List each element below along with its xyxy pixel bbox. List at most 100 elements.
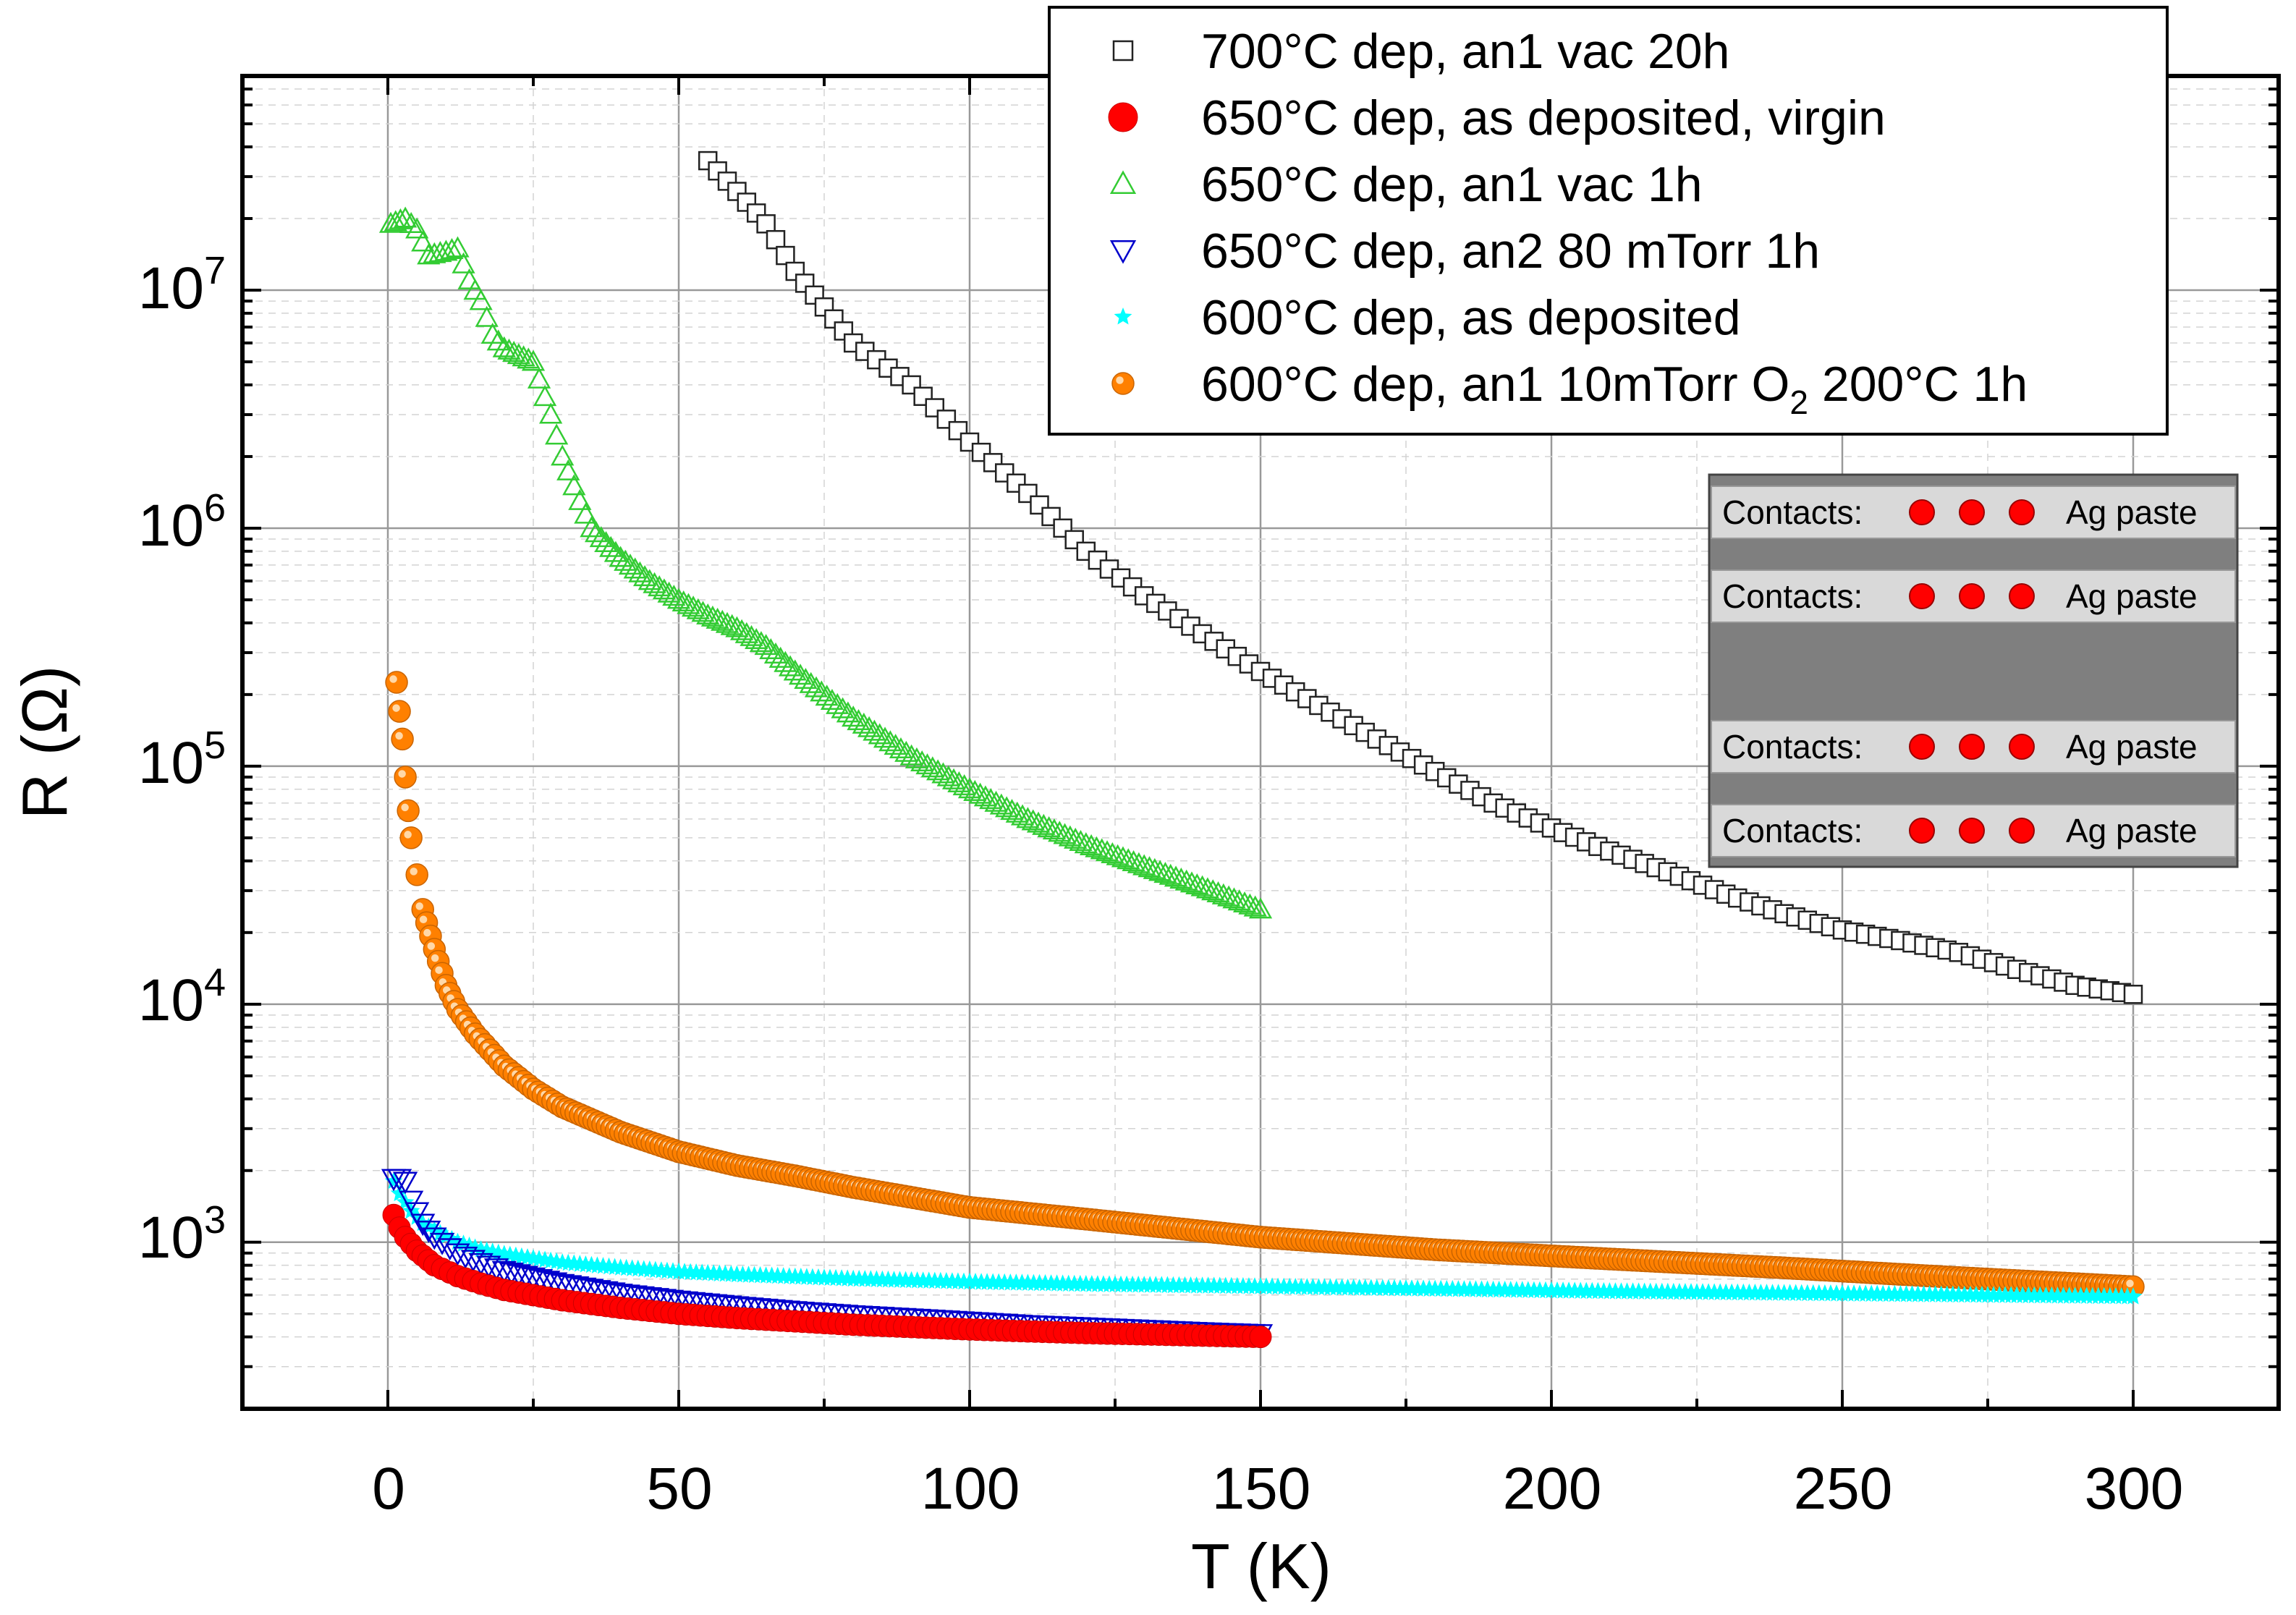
data-point-triangle-down xyxy=(386,1169,412,1192)
data-point-square xyxy=(936,410,957,429)
legend-label: 700°C dep, an1 vac 20h xyxy=(1201,24,1729,79)
data-point-triangle-up xyxy=(725,616,749,637)
data-point-triangle-down xyxy=(491,1260,517,1284)
data-point-triangle-up xyxy=(1010,804,1035,826)
inset-contacts-label: Contacts: xyxy=(1722,728,1863,766)
data-point-triangle-up xyxy=(507,343,531,365)
data-point-triangle-up xyxy=(568,488,592,510)
legend-label: 600°C dep, an1 10mTorr O2 200°C 1h xyxy=(1201,357,2028,421)
x-tick-label: 150 xyxy=(1212,1456,1311,1522)
data-point-triangle-up xyxy=(815,684,839,706)
data-point-triangle-up xyxy=(681,595,706,617)
data-point-triangle-up xyxy=(857,716,881,737)
data-point-triangle-up xyxy=(1016,807,1040,828)
data-point-triangle-up xyxy=(632,565,657,587)
data-point-triangle-up xyxy=(652,578,677,600)
data-point-triangle-up xyxy=(574,502,598,524)
inset-substrate xyxy=(1708,473,2239,868)
data-point-triangle-up xyxy=(1206,881,1230,903)
data-point-triangle-up xyxy=(1211,883,1235,904)
data-point-sphere-highlight xyxy=(410,868,418,876)
legend-label: 650°C dep, as deposited, virgin xyxy=(1201,90,1886,145)
data-point-triangle-down xyxy=(579,1279,604,1302)
data-point-triangle-up xyxy=(810,680,834,702)
inset-paste-label: Ag paste xyxy=(2066,728,2198,766)
data-point-triangle-down xyxy=(601,1282,626,1305)
inset-paste-label: Ag paste xyxy=(2066,577,2198,615)
data-point-triangle-up xyxy=(497,338,521,360)
data-point-triangle-up xyxy=(1069,830,1093,852)
data-point-square xyxy=(913,386,933,406)
data-point-triangle-up xyxy=(1005,801,1029,823)
data-point-triangle-up xyxy=(1111,846,1135,868)
data-point-triangle-up xyxy=(686,598,710,619)
data-point-sphere-highlight xyxy=(395,732,403,740)
data-point-triangle-up xyxy=(1042,818,1067,840)
data-point-triangle-up xyxy=(643,572,666,593)
data-point-triangle-up xyxy=(720,614,744,635)
x-tick-label: 200 xyxy=(1503,1456,1602,1522)
data-point-square xyxy=(1112,40,1134,62)
data-point-triangle-up xyxy=(618,554,643,575)
data-point-triangle-up xyxy=(492,336,516,357)
data-point-square xyxy=(2123,984,2143,1004)
inset-contact-dot xyxy=(1959,499,1985,525)
data-point-triangle-down xyxy=(535,1271,561,1294)
data-point-triangle-up xyxy=(884,734,907,755)
data-point-triangle-up xyxy=(1074,832,1098,854)
data-point-star xyxy=(2124,1287,2143,1305)
inset-contact-dot xyxy=(1909,818,1935,844)
data-point-triangle-up xyxy=(662,585,686,606)
data-point-triangle-up xyxy=(788,664,813,685)
data-point-triangle-up xyxy=(1164,865,1188,887)
inset-contact-dot xyxy=(2009,583,2035,609)
data-point-triangle-down xyxy=(476,1255,501,1279)
data-point-sphere-highlight xyxy=(389,675,397,683)
inset-paste-label: Ag paste xyxy=(2066,493,2198,531)
data-point-triangle-up xyxy=(1106,844,1130,865)
data-point-triangle-up xyxy=(759,638,783,660)
data-point-triangle-up xyxy=(745,627,768,650)
x-tick-label: 250 xyxy=(1794,1456,1893,1522)
data-point-triangle-up xyxy=(1095,840,1119,862)
data-point-triangle-up xyxy=(952,774,976,796)
data-point-triangle-up xyxy=(648,575,672,597)
data-point-triangle-up xyxy=(963,779,987,801)
legend-box xyxy=(1048,6,2169,436)
inset-contact-dot xyxy=(1959,583,1985,609)
data-point-triangle-up xyxy=(1058,825,1082,847)
x-tick-label: 300 xyxy=(2085,1456,2184,1522)
data-point-triangle-up xyxy=(1048,821,1072,842)
data-point-triangle-up xyxy=(512,345,535,367)
x-axis-title: T (K) xyxy=(1191,1530,1331,1602)
data-point-triangle-down xyxy=(416,1220,441,1243)
data-point-triangle-up xyxy=(926,759,950,781)
data-point-triangle-up xyxy=(852,712,876,734)
data-point-sphere-highlight xyxy=(398,770,406,778)
data-point-triangle-up xyxy=(783,659,807,681)
data-point-triangle-up xyxy=(1238,893,1262,915)
data-point-triangle-up xyxy=(1179,871,1204,893)
data-point-triangle-up xyxy=(580,516,603,538)
data-point-triangle-up xyxy=(1037,815,1061,837)
data-point-triangle-up xyxy=(538,402,563,424)
data-point-triangle-down xyxy=(564,1276,590,1299)
data-point-square xyxy=(1041,506,1061,527)
data-point-triangle-up xyxy=(979,788,1003,810)
data-point-triangle-up xyxy=(873,726,897,748)
data-point-triangle-up xyxy=(1064,827,1088,849)
data-point-triangle-up xyxy=(1217,885,1241,907)
data-point-square xyxy=(1472,787,1491,807)
data-point-sphere xyxy=(385,671,408,694)
data-point-triangle-down xyxy=(499,1262,524,1285)
data-point-triangle-up xyxy=(556,459,580,480)
data-point-sphere-highlight xyxy=(435,966,443,974)
data-point-triangle-up xyxy=(1195,877,1220,899)
data-point-sphere-highlight xyxy=(427,942,436,950)
data-point-triangle-up xyxy=(457,268,481,289)
data-point-sphere-highlight xyxy=(419,915,428,924)
data-point-square xyxy=(756,214,776,234)
data-point-triangle-up xyxy=(551,444,575,466)
inset-contacts-label: Contacts: xyxy=(1722,493,1863,531)
data-point-sphere xyxy=(405,863,428,886)
